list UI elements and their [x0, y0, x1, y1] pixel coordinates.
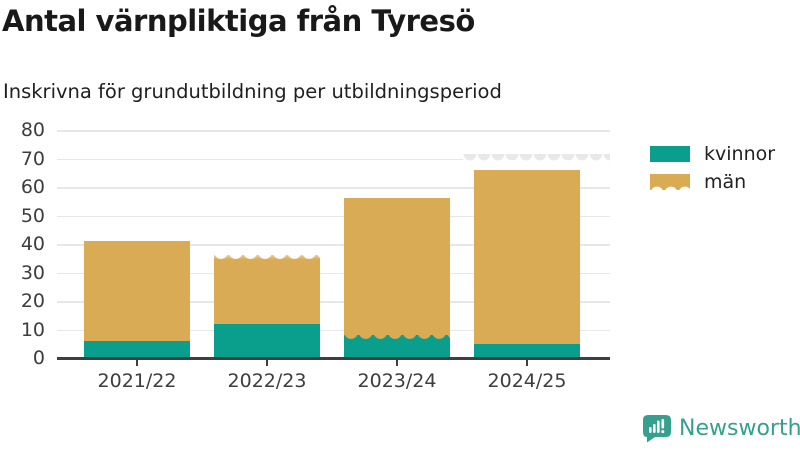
y-axis-label-20: 20	[20, 290, 45, 312]
chart-subtitle: Inskrivna för grundutbildning per utbild…	[3, 80, 502, 103]
y-axis-label-10: 10	[20, 318, 45, 341]
gridline-80	[57, 130, 610, 132]
bar-2023/24	[344, 198, 450, 358]
legend-swatch-man	[650, 173, 690, 190]
preliminary-ghost-band	[463, 153, 610, 162]
x-axis-tick-2021/22	[136, 359, 138, 366]
bar-2021/22	[84, 241, 190, 358]
y-axis-label-50: 50	[20, 204, 45, 227]
legend-label-man: män	[704, 170, 747, 193]
preliminary-fade-top-2022/23	[214, 253, 320, 263]
gridline-20	[57, 301, 610, 303]
y-axis-label-40: 40	[20, 233, 45, 255]
y-axis-label-60: 60	[20, 176, 45, 198]
legend-swatch-kvinnor	[650, 145, 690, 162]
x-axis-label-2021/22: 2021/22	[97, 370, 177, 392]
gridline-50	[57, 215, 610, 217]
gridline-10	[57, 329, 610, 331]
x-axis-tick-2023/24	[396, 359, 398, 366]
x-axis-tick-2024/25	[526, 359, 528, 366]
preliminary-fade-kvinnor-2023/24	[344, 333, 450, 343]
gridline-30	[57, 272, 610, 274]
x-axis-label-2023/24: 2023/24	[357, 370, 437, 392]
y-axis-label-30: 30	[20, 261, 45, 284]
gridline-70	[57, 158, 610, 160]
legend-item-kvinnor: kvinnor	[650, 142, 776, 165]
gridline-40	[57, 244, 610, 246]
bar-2022/23	[214, 253, 320, 358]
plot-area: 0 10 20 30 40 50 60 70 80 2021/22 2022/23 2023/24 20…	[21, 119, 610, 392]
legend-label-kvinnor: kvinnor	[704, 142, 776, 165]
x-axis-tick-2022/23	[266, 359, 268, 366]
bar-2024/25	[474, 169, 580, 358]
y-axis-label-70: 70	[20, 147, 45, 170]
y-axis-label-80: 80	[20, 119, 45, 141]
legend: kvinnor män	[650, 142, 776, 201]
bar-segment-kvinnor-2023/24	[344, 333, 450, 358]
y-axis-label-0: 0	[32, 347, 45, 369]
bar-segment-kvinnor-2022/23	[214, 323, 320, 358]
newsworthy-brand-name: Newsworthy	[679, 416, 800, 441]
x-axis-label-2022/23: 2022/23	[227, 370, 307, 392]
x-axis-label-2024/25: 2024/25	[487, 370, 567, 392]
chart-title: Antal värnpliktiga från Tyresö	[2, 4, 475, 38]
x-axis-line	[57, 357, 610, 360]
bar-segment-kvinnor-2024/25	[474, 343, 580, 358]
newsworthy-logo-icon	[643, 415, 671, 443]
bar-segment-kvinnor-2021/22	[84, 340, 190, 358]
newsworthy-brand: Newsworthy	[642, 414, 800, 443]
gridline-60	[57, 187, 610, 189]
legend-item-man: män	[650, 170, 775, 193]
